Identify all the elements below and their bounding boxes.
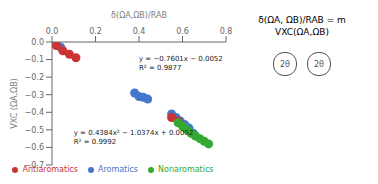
svg-text:0.6: 0.6	[176, 27, 189, 36]
svg-text:y = −0.7601x − 0.0052R² = 0.98: y = −0.7601x − 0.0052R² = 0.9877	[139, 55, 223, 72]
svg-text:−0.5: −0.5	[25, 126, 44, 135]
svg-text:VXC (ΩA,ΩB): VXC (ΩA,ΩB)	[10, 78, 19, 128]
svg-text:0.2: 0.2	[89, 27, 102, 36]
svg-text:y = 0.4384x² − 1.0374x + 0.005: y = 0.4384x² − 1.0374x + 0.0052R² = 0.99…	[74, 129, 194, 146]
svg-text:0.4: 0.4	[133, 27, 146, 36]
svg-text:−0.2: −0.2	[25, 73, 44, 82]
svg-text:−0.4: −0.4	[25, 108, 44, 117]
svg-text:0.0: 0.0	[31, 38, 44, 47]
svg-text:−0.3: −0.3	[25, 91, 44, 100]
svg-text:0.0: 0.0	[46, 27, 59, 36]
svg-text:δ(ΩA,ΩB)/RAB: δ(ΩA,ΩB)/RAB	[111, 11, 167, 20]
svg-text:−0.6: −0.6	[25, 143, 44, 152]
svg-text:−0.1: −0.1	[25, 55, 44, 64]
svg-text:0.8: 0.8	[220, 27, 233, 36]
svg-text:−0.7: −0.7	[25, 161, 44, 170]
